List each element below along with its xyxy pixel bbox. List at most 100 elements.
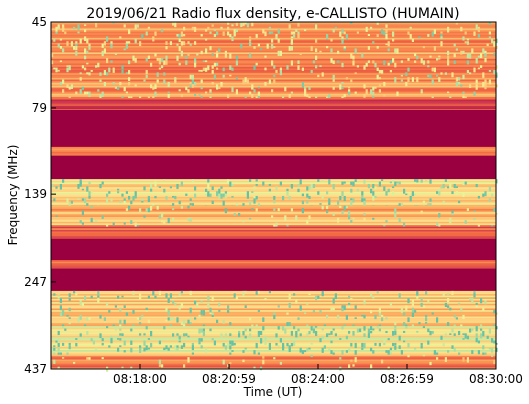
heatmap-cell [475, 24, 478, 30]
heatmap-cell [220, 186, 223, 189]
heatmap-cell [145, 70, 148, 75]
heatmap-cell [81, 188, 84, 191]
heatmap-cell [86, 317, 89, 321]
heatmap-cell [185, 333, 188, 336]
heatmap-cell [268, 345, 271, 350]
heatmap-cell [51, 155, 496, 180]
heatmap-cell [273, 314, 276, 320]
heatmap-cell [460, 307, 463, 312]
heatmap-cell [121, 70, 124, 74]
heatmap-cell [227, 364, 230, 367]
heatmap-cell [227, 310, 230, 313]
heatmap-cell [268, 342, 271, 346]
heatmap-cell [207, 179, 210, 183]
heatmap-cell [321, 347, 324, 353]
heatmap-cell [51, 84, 496, 87]
heatmap-cell [442, 183, 445, 189]
heatmap-cell [372, 86, 375, 91]
heatmap-cell [167, 317, 170, 321]
heatmap-cell [51, 148, 496, 151]
heatmap-cell [205, 29, 208, 32]
heatmap-cell [436, 74, 439, 77]
heatmap-cell [64, 328, 67, 331]
heatmap-cell [99, 94, 102, 98]
heatmap-cell [163, 79, 166, 85]
heatmap-cell [451, 72, 454, 78]
heatmap-cell [429, 361, 432, 366]
heatmap-cell [398, 335, 401, 341]
heatmap-cell [172, 22, 175, 26]
heatmap-cell [68, 345, 71, 350]
heatmap-cell [180, 322, 183, 326]
heatmap-cell [125, 208, 128, 212]
heatmap-cell [290, 60, 293, 66]
heatmap-cell [462, 50, 465, 55]
heatmap-cell [51, 97, 496, 99]
heatmap-cell [343, 324, 346, 328]
heatmap-cell [191, 74, 194, 80]
heatmap-cell [57, 330, 60, 336]
heatmap-cell [246, 191, 249, 195]
heatmap-cell [339, 84, 342, 90]
heatmap-cell [51, 92, 496, 95]
heatmap-cell [293, 340, 296, 346]
heatmap-cell [229, 345, 232, 350]
heatmap-cell [339, 357, 342, 360]
heatmap-cell [427, 328, 430, 333]
heatmap-cell [172, 300, 175, 304]
heatmap-cell [51, 50, 496, 53]
heatmap-cell [400, 74, 403, 77]
heatmap-cell [482, 345, 485, 350]
heatmap-cell [277, 29, 280, 34]
heatmap-cell [365, 26, 368, 32]
heatmap-cell [315, 48, 318, 53]
heatmap-cell [337, 314, 340, 319]
heatmap-cell [268, 31, 271, 35]
heatmap-cell [462, 193, 465, 198]
heatmap-cell [365, 62, 368, 67]
heatmap-cell [383, 60, 386, 65]
heatmap-cell [147, 55, 150, 60]
heatmap-cell [51, 361, 496, 364]
heatmap-cell [403, 340, 406, 343]
heatmap-cell [326, 314, 329, 319]
heatmap-cell [275, 342, 278, 346]
heatmap-cell [198, 340, 201, 345]
heatmap-cell [422, 46, 425, 49]
heatmap-cell [77, 31, 80, 34]
heatmap-cell [398, 181, 401, 185]
heatmap-cell [345, 34, 348, 40]
heatmap-cell [57, 342, 60, 347]
heatmap-cell [431, 67, 434, 72]
heatmap-cell [227, 22, 230, 25]
heatmap-cell [332, 352, 335, 356]
heatmap-cell [436, 317, 439, 323]
heatmap-cell [295, 300, 298, 304]
heatmap-cell [51, 212, 496, 215]
heatmap-cell [229, 333, 232, 337]
heatmap-cell [363, 333, 366, 338]
heatmap-cell [231, 183, 234, 186]
heatmap-cell [209, 307, 212, 313]
heatmap-cell [438, 58, 441, 60]
heatmap-cell [62, 342, 65, 346]
heatmap-cell [466, 335, 469, 340]
heatmap-cell [480, 333, 483, 339]
heatmap-cell [134, 58, 137, 63]
heatmap-cell [354, 91, 357, 94]
heatmap-cell [51, 300, 496, 303]
heatmap-cell [332, 298, 335, 304]
heatmap-cell [165, 293, 168, 298]
heatmap-cell [165, 41, 168, 45]
heatmap-cell [213, 62, 216, 67]
heatmap-cell [268, 188, 271, 192]
heatmap-cell [350, 342, 353, 347]
heatmap-cell [51, 41, 496, 44]
heatmap-cell [288, 347, 291, 353]
heatmap-cell [92, 340, 95, 345]
heatmap-cell [288, 195, 291, 200]
heatmap-cell [51, 73, 496, 76]
heatmap-cell [110, 338, 113, 344]
heatmap-cell [53, 345, 56, 347]
heatmap-cell [229, 74, 232, 77]
